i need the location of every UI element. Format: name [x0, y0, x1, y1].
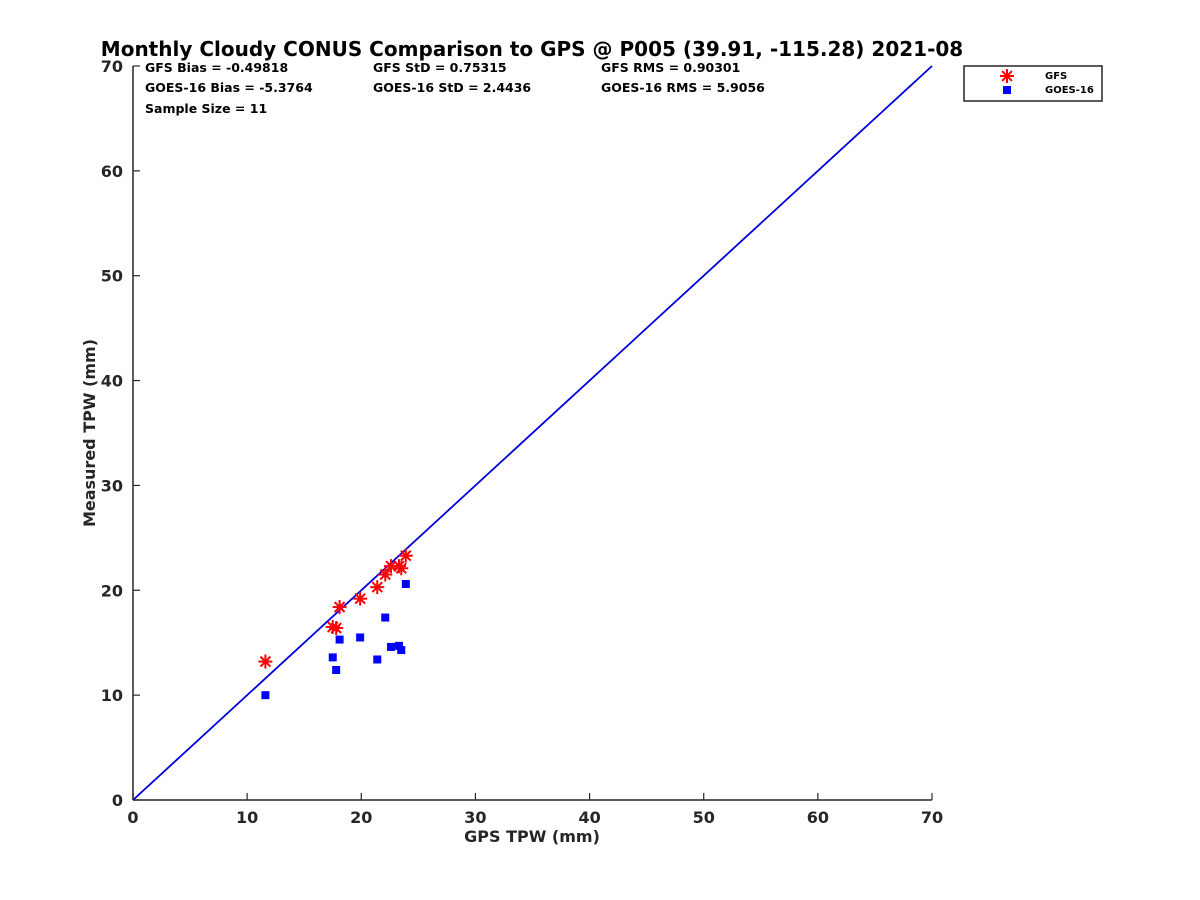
gfs-point	[329, 621, 344, 636]
goes16-point	[373, 655, 382, 664]
goes16-point	[397, 646, 406, 655]
gfs-rms-text: GFS RMS = 0.90301	[601, 60, 740, 75]
gfs-point	[394, 561, 409, 576]
gfs-point	[353, 591, 368, 606]
goes16-point	[356, 633, 365, 642]
goes16-point	[381, 613, 390, 622]
y-tick-label: 40	[101, 372, 123, 391]
gfs-point	[398, 548, 413, 563]
y-tick-label: 10	[101, 686, 123, 705]
goes16-point	[328, 653, 337, 662]
x-tick-label: 50	[693, 808, 715, 827]
chart-title: Monthly Cloudy CONUS Comparison to GPS @…	[101, 37, 963, 61]
y-tick-label: 30	[101, 476, 123, 495]
x-tick-label: 70	[921, 808, 943, 827]
goes16-bias-text: GOES-16 Bias = -5.3764	[145, 80, 313, 95]
gfs-point	[370, 580, 385, 595]
y-tick-label: 60	[101, 162, 123, 181]
y-ticks: 0 10 20 30 40 50 60 70	[101, 57, 140, 810]
series-gfs	[258, 548, 413, 669]
plot-area	[132, 65, 933, 801]
legend-box	[963, 65, 1103, 102]
x-tick-label: 0	[127, 808, 138, 827]
x-tick-label: 40	[578, 808, 600, 827]
goes16-std-text: GOES-16 StD = 2.4436	[373, 80, 531, 95]
legend-gfs-asterisk	[1000, 69, 1014, 83]
legend: GFS GOES-16	[963, 65, 1103, 102]
x-axis-label: GPS TPW (mm)	[464, 827, 600, 846]
sample-size-text: Sample Size = 11	[145, 101, 267, 116]
gfs-point	[258, 654, 273, 669]
gfs-point	[378, 567, 393, 582]
y-tick-label: 20	[101, 581, 123, 600]
goes16-point	[401, 579, 410, 588]
x-tick-label: 10	[236, 808, 258, 827]
y-tick-label: 0	[112, 791, 123, 810]
goes16-point	[394, 641, 403, 650]
y-tick-label: 70	[101, 57, 123, 76]
legend-gfs-label: GFS	[1045, 71, 1067, 82]
goes16-point	[332, 665, 341, 674]
one-to-one-line	[132, 65, 933, 801]
legend-goes16-marker	[1003, 86, 1011, 94]
y-tick-label: 50	[101, 267, 123, 286]
goes16-point	[386, 642, 395, 651]
goes16-point	[261, 691, 270, 700]
goes16-rms-text: GOES-16 RMS = 5.9056	[601, 80, 765, 95]
goes16-point	[335, 635, 344, 644]
x-tick-label: 20	[350, 808, 372, 827]
legend-goes16-square	[1003, 86, 1011, 94]
x-ticks: 0 10 20 30 40 50 60 70	[127, 793, 943, 827]
gfs-bias-text: GFS Bias = -0.49818	[145, 60, 288, 75]
y-axis-label: Measured TPW (mm)	[80, 339, 99, 527]
legend-goes16-label: GOES-16	[1045, 85, 1094, 96]
x-tick-label: 30	[464, 808, 486, 827]
series-goes16	[261, 579, 410, 700]
stats-block: GFS Bias = -0.49818 GFS StD = 0.75315 GF…	[145, 60, 765, 116]
x-tick-label: 60	[807, 808, 829, 827]
gfs-std-text: GFS StD = 0.75315	[373, 60, 507, 75]
gfs-point	[332, 600, 347, 615]
legend-gfs-marker	[1000, 69, 1014, 83]
